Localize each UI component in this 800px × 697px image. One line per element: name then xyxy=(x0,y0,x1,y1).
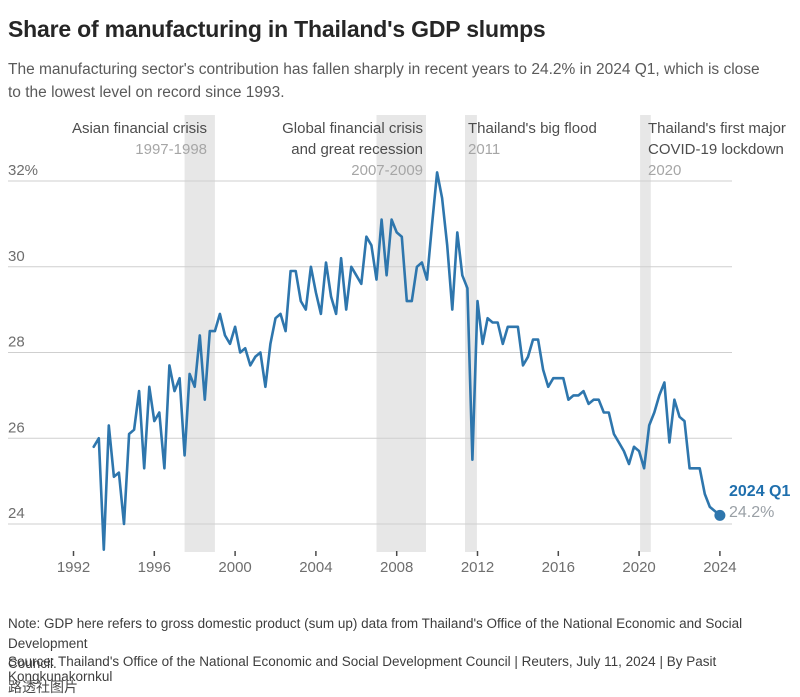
event-band xyxy=(376,115,426,552)
x-tick-label: 2016 xyxy=(542,559,575,576)
annotation-label: Thailand's big flood xyxy=(468,120,597,137)
y-tick-label: 32% xyxy=(8,162,38,179)
latest-point-value: 24.2% xyxy=(729,504,775,521)
x-tick-label: 2012 xyxy=(461,559,494,576)
y-tick-label: 28 xyxy=(8,334,25,351)
annotation-label: Asian financial crisis xyxy=(71,120,207,137)
footnote: Note: GDP here refers to gross domestic … xyxy=(8,615,743,671)
chart-subtitle: The manufacturing sector's contribution … xyxy=(8,60,760,101)
y-tick-label: 24 xyxy=(8,505,25,522)
x-tick-label: 2024 xyxy=(703,559,736,576)
page-title: Share of manufacturing in Thailand's GDP… xyxy=(8,16,546,43)
watermark-text: 路透社图片 xyxy=(8,679,78,695)
annotation-asian-crisis: Asian financial crisis 1997-1998 xyxy=(72,118,207,160)
annotation-label: Global financial crisis xyxy=(282,120,423,137)
annotation-years: 1997-1998 xyxy=(135,141,207,158)
x-tick-label: 2004 xyxy=(299,559,332,576)
chart-svg: 24 26 28 30 32% 1992 1996 2000 2004 2008 2012 2016 2… xyxy=(8,115,737,576)
y-tick-label: 30 xyxy=(8,248,25,265)
x-tick-label: 2000 xyxy=(218,559,251,576)
series-line xyxy=(92,171,722,552)
annotation-big-flood: Thailand's big flood 2011 xyxy=(468,118,597,160)
line-chart: 24 26 28 30 32% 1992 1996 2000 2004 2008 2012 2016 2… xyxy=(0,100,800,580)
source-line: Source: Thailand's Office of the Nationa… xyxy=(8,653,717,684)
x-tick-label: 1992 xyxy=(57,559,90,576)
event-band xyxy=(465,115,477,552)
latest-point-label: 2024 Q1 xyxy=(729,483,791,500)
annotation-years: 2007-2009 xyxy=(351,162,423,179)
latest-data-point-marker xyxy=(714,509,726,521)
annotation-years: 2011 xyxy=(468,141,501,158)
x-tick-label: 1996 xyxy=(138,559,171,576)
x-tick-label: 2020 xyxy=(622,559,655,576)
annotation-global-financial-crisis: Global financial crisis and great recess… xyxy=(282,118,423,181)
y-tick-label: 26 xyxy=(8,419,25,436)
annotation-label-2: COVID-19 lockdown xyxy=(648,141,784,158)
annotation-years: 2020 xyxy=(648,162,682,179)
annotation-label: Thailand's first major xyxy=(648,120,786,137)
x-tick-label: 2008 xyxy=(380,559,413,576)
annotation-covid-lockdown: Thailand's first major COVID-19 lockdown… xyxy=(648,118,786,181)
annotation-label-2: and great recession xyxy=(291,141,423,158)
event-band xyxy=(640,115,651,552)
